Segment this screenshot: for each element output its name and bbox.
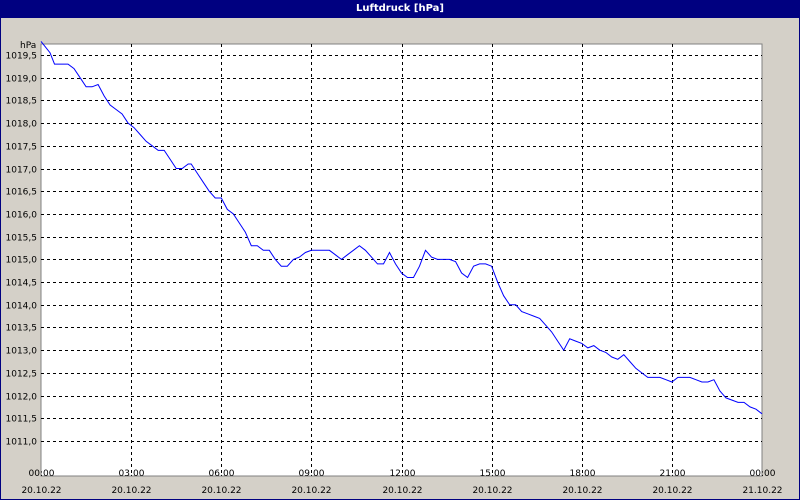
- x-tick-date-label: 20.10.22: [382, 486, 422, 496]
- grid-lines: [41, 44, 762, 476]
- x-tick-date-label: 20.10.22: [472, 486, 512, 496]
- x-tick-date-label: 20.10.22: [201, 486, 241, 496]
- y-tick-label: 1013,5: [6, 324, 38, 334]
- y-tick-label: 1017,0: [6, 166, 38, 176]
- x-tick-time-label: 00:00: [29, 469, 55, 479]
- x-tick-date-label: 20.10.22: [562, 486, 602, 496]
- y-tick-label: 1011,0: [6, 438, 38, 448]
- x-tick-date-label: 20.10.22: [21, 486, 61, 496]
- y-tick-label: 1019,5: [6, 52, 38, 62]
- y-tick-label: 1014,5: [6, 279, 38, 289]
- x-tick-date-label: 20.10.22: [291, 486, 331, 496]
- x-tick-time-label: 21:00: [660, 469, 686, 479]
- x-tick-date-label: 20.10.22: [111, 486, 151, 496]
- y-tick-label: 1011,5: [6, 415, 38, 425]
- y-tick-label: 1015,0: [6, 256, 38, 266]
- pressure-series-line: [40, 41, 763, 415]
- y-axis-label: hPa: [20, 41, 36, 51]
- luftdruck-chart: 1011,0 1011,5 1012,0 1012,5 1013,0 1013,5 1014…: [6, 41, 783, 496]
- x-tick-time-label: 12:00: [390, 469, 416, 479]
- y-tick-label: 1015,5: [6, 234, 38, 244]
- x-tick-time-label: 06:00: [209, 469, 235, 479]
- x-axis-ticks: 00:00 20.10.22 03:00 20.10.22 06:00 20.10.22 0…: [21, 469, 782, 496]
- y-tick-label: 1013,0: [6, 347, 38, 357]
- y-tick-label: 1016,5: [6, 188, 38, 198]
- y-tick-label: 1016,0: [6, 211, 38, 221]
- y-tick-label: 1014,0: [6, 302, 38, 312]
- x-tick-time-label: 03:00: [119, 469, 145, 479]
- x-tick-date-label: 21.10.22: [742, 486, 782, 496]
- x-tick-time-label: 09:00: [299, 469, 325, 479]
- y-tick-label: 1012,0: [6, 393, 38, 403]
- x-tick-time-label: 15:00: [480, 469, 506, 479]
- y-tick-label: 1012,5: [6, 370, 38, 380]
- y-tick-label: 1018,0: [6, 120, 38, 130]
- window-title: Luftdruck [hPa]: [0, 0, 800, 18]
- x-tick-date-label: 20.10.22: [652, 486, 692, 496]
- y-tick-label: 1019,0: [6, 75, 38, 85]
- y-tick-label: 1017,5: [6, 143, 38, 153]
- x-tick-time-label: 18:00: [570, 469, 596, 479]
- y-axis-ticks: 1011,0 1011,5 1012,0 1012,5 1013,0 1013,5 1014…: [6, 52, 38, 448]
- chart-panel: 1011,0 1011,5 1012,0 1012,5 1013,0 1013,5 1014…: [1, 18, 799, 499]
- x-tick-time-label: 00:00: [750, 469, 776, 479]
- y-tick-label: 1018,5: [6, 97, 38, 107]
